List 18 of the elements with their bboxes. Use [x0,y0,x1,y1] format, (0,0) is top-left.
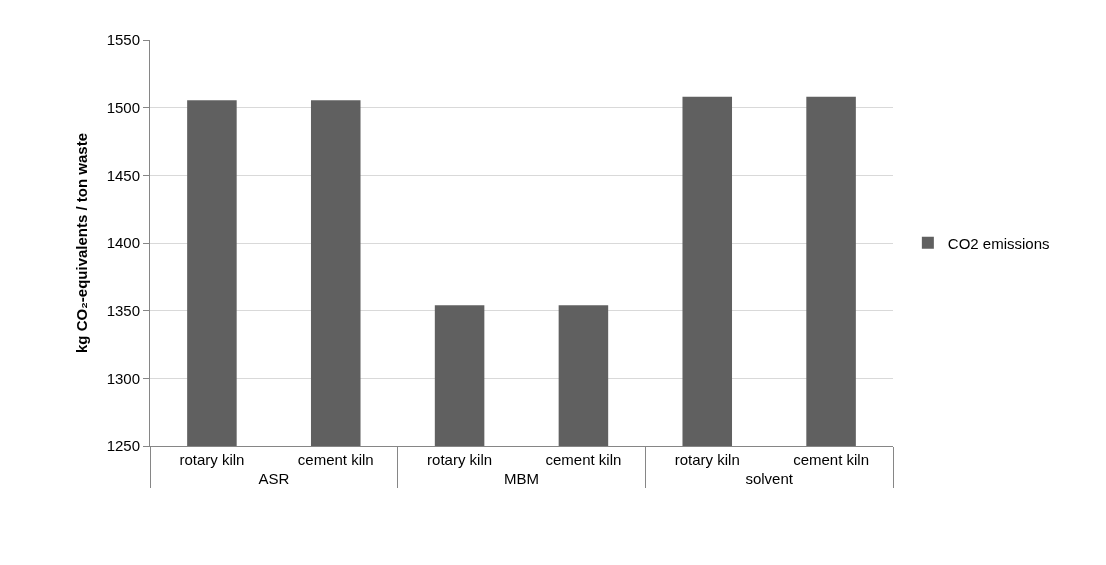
x-tick-label: rotary kiln [427,451,493,468]
x-tick-label: cement kiln [545,451,622,468]
y-tick-label: 1350 [106,301,140,319]
legend-label: CO2 emissions [947,234,1050,252]
y-tick-label: 1550 [106,31,140,49]
x-tick-label: rotary kiln [179,451,245,468]
y-tick-label: 1250 [106,437,140,455]
y-tick-label: 1500 [106,98,140,116]
y-axis-title: kg CO₂-equivalents / ton waste [72,132,90,354]
text: solvent [745,470,794,487]
y-tick-label: 1400 [106,234,140,252]
y-tick-label: 1450 [106,166,140,184]
x-tick-label: cement kiln [793,451,870,468]
x-tick-label: cement kiln [297,451,374,468]
text: MBM [504,470,539,487]
y-tick-label: 1300 [106,369,140,387]
x-tick-label: rotary kiln [674,451,740,468]
text: ASR [258,470,290,487]
